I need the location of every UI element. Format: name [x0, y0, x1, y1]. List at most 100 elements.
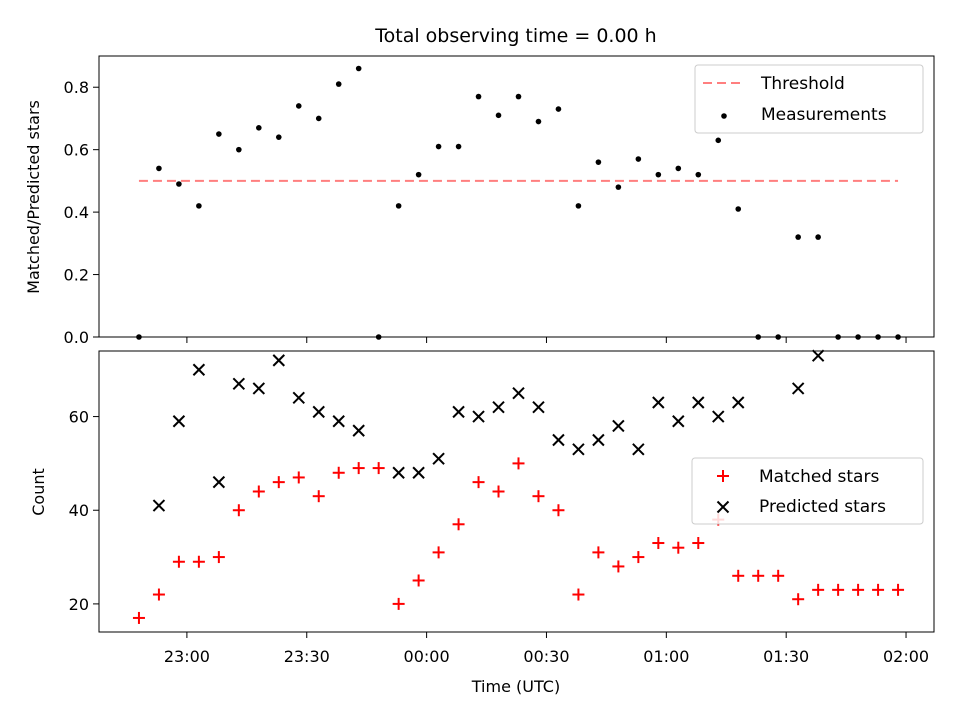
measurement-point [615, 184, 622, 190]
matched-stars-point [692, 537, 705, 550]
count-legend: Matched stars Predicted stars [691, 457, 924, 525]
matched-stars-point [132, 611, 145, 624]
predicted-stars-point [552, 433, 565, 447]
measurement-point [256, 125, 262, 131]
measurement-point [236, 146, 242, 153]
matched-stars-point [392, 597, 405, 610]
predicted-stars-point [172, 415, 186, 428]
matched-stars-point [772, 569, 785, 582]
measurement-point [555, 106, 562, 112]
matched-stars-point [852, 583, 865, 596]
count-panel: 20 40 60 23:00 23:30 00:00 00:30 01:00 01:30 02:… [29, 349, 935, 696]
ratio-y-tick-label: 0.6 [64, 141, 89, 160]
count-x-tick-label: 02:00 [883, 647, 929, 666]
predicted-stars-series [152, 349, 825, 512]
matched-stars-point [192, 555, 205, 568]
count-legend-box [691, 457, 924, 525]
predicted-stars-point [652, 396, 665, 409]
count-y-tick-label: 40 [69, 501, 89, 520]
matched-stars-point [832, 583, 845, 596]
matched-stars-point [272, 476, 285, 489]
predicted-stars-point [712, 410, 725, 423]
measurement-point [795, 234, 801, 240]
legend-predicted-label: Predicted stars [759, 497, 886, 517]
matched-stars-point [752, 569, 765, 582]
measurement-point [595, 159, 602, 165]
predicted-stars-point [292, 391, 305, 405]
count-x-tick-label: 01:00 [643, 647, 689, 666]
predicted-stars-point [392, 466, 405, 479]
predicted-stars-point [811, 349, 825, 362]
count-y-axis-label: Count [29, 468, 48, 516]
measurements-series [136, 65, 901, 340]
count-y-tick-label: 60 [69, 408, 89, 427]
legend-predicted-swatch [716, 500, 730, 514]
matched-stars-point [872, 583, 885, 596]
measurement-point [535, 118, 542, 125]
legend-measurements-swatch [721, 113, 727, 119]
legend-matched-swatch [717, 470, 729, 482]
legend-matched-label: Matched stars [759, 467, 879, 487]
count-x-tick-label: 23:30 [284, 647, 330, 666]
ratio-legend-box [694, 64, 924, 134]
measurement-point [315, 115, 322, 122]
measurement-point [495, 112, 502, 119]
measurement-point [635, 156, 642, 162]
predicted-stars-point [252, 382, 266, 395]
count-y-axis: 20 40 60 [69, 408, 99, 614]
ratio-panel: 0.00.20.40.60.8 Matched/Predicted stars … [24, 55, 935, 347]
measurement-point [475, 93, 482, 100]
count-x-tick-label: 01:30 [763, 647, 809, 666]
matched-stars-point [212, 551, 225, 564]
predicted-stars-point [791, 382, 805, 395]
ratio-y-tick-label: 0.2 [64, 266, 89, 285]
measurement-point [435, 143, 442, 150]
matched-stars-point [512, 457, 525, 470]
predicted-stars-point [672, 415, 685, 428]
matched-stars-point [372, 462, 385, 475]
matched-stars-point [452, 518, 465, 531]
predicted-stars-point [312, 405, 325, 419]
measurement-point [156, 165, 162, 172]
measurement-point [675, 165, 682, 172]
legend-matched-marker-shape [717, 470, 729, 482]
count-x-axis: 23:00 23:30 00:00 00:30 01:00 01:30 02:00 [164, 632, 929, 666]
predicted-stars-point [432, 452, 445, 465]
measurement-point [695, 171, 702, 178]
matched-stars-point [312, 490, 325, 503]
matched-stars-point [732, 569, 745, 582]
measurement-point [196, 203, 202, 209]
ratio-y-axis-label: Matched/Predicted stars [24, 100, 43, 294]
matched-stars-point [412, 574, 425, 587]
ratio-axes-frame [98, 55, 935, 338]
matched-stars-point [672, 541, 685, 554]
matched-stars-series [132, 457, 905, 624]
matched-stars-point [572, 588, 585, 601]
matched-stars-point [632, 551, 645, 564]
matched-stars-point [812, 583, 825, 596]
count-axes-frame [98, 350, 935, 633]
predicted-stars-point [152, 499, 166, 512]
matched-stars-point [232, 504, 245, 517]
measurement-point [355, 65, 362, 72]
ratio-y-tick-label: 0.0 [64, 328, 89, 347]
matched-stars-point [152, 588, 165, 601]
measurement-point [575, 203, 582, 209]
ratio-y-tick-label: 0.8 [64, 78, 89, 97]
predicted-stars-point [572, 443, 585, 456]
predicted-stars-point [592, 433, 605, 447]
matched-stars-point [612, 560, 625, 573]
count-x-tick-label: 00:30 [523, 647, 569, 666]
count-x-axis-label: Time (UTC) [471, 677, 560, 696]
predicted-stars-point [212, 475, 226, 489]
measurement-point [415, 171, 422, 178]
count-x-tick-label: 00:00 [404, 647, 450, 666]
measurement-point [715, 137, 722, 144]
measurement-point [655, 171, 662, 178]
predicted-stars-point [632, 443, 645, 456]
ratio-y-tick-label: 0.4 [64, 203, 89, 222]
predicted-stars-point [272, 354, 285, 367]
predicted-stars-point [472, 410, 485, 423]
predicted-stars-point [352, 424, 365, 437]
